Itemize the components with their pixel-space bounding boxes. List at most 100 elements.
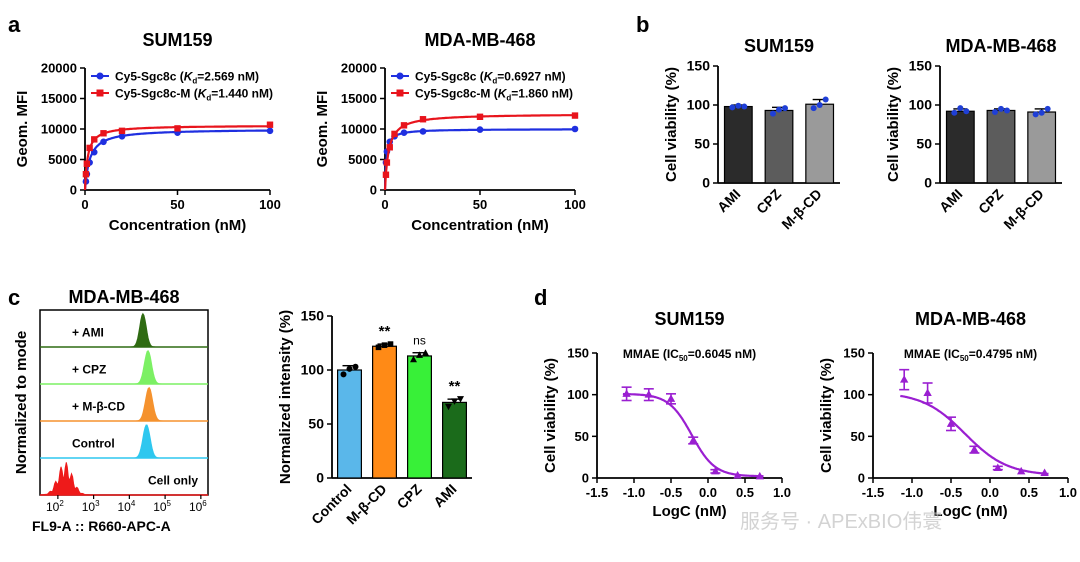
y-tick-label: 50 xyxy=(851,429,865,444)
y-tick-label: 10000 xyxy=(341,122,377,137)
legend-series-name: Cy5-Sgc8c-M xyxy=(115,87,190,101)
bar xyxy=(945,110,975,184)
data-point xyxy=(733,471,742,479)
y-tick-label: 0 xyxy=(370,183,377,198)
annotation-prefix: MMAE (IC xyxy=(623,347,679,361)
legend-kd-open: ( xyxy=(176,70,183,84)
y-axis-label: Cell viability (%) xyxy=(542,358,559,473)
y-axis-label: Cell viability (%) xyxy=(818,358,835,473)
legend-kd-open: ( xyxy=(490,87,497,101)
data-point xyxy=(900,375,909,383)
replicate-point xyxy=(810,105,817,112)
track-label: Cell only xyxy=(148,474,198,488)
data-point xyxy=(711,466,720,475)
annotation-suffix: =0.6045 nM) xyxy=(688,347,756,361)
x-tick-label: 0 xyxy=(381,197,388,212)
replicate-point xyxy=(735,102,742,109)
replicate-point xyxy=(992,109,998,116)
bar-chart-b2: 0 50 100 150 MDA-MB-468 Cell viability (%) AMI… xyxy=(885,36,1062,232)
bar xyxy=(1027,111,1057,184)
x-tick-label: 100 xyxy=(564,197,586,212)
y-axis-label: Geom. MFI xyxy=(314,91,331,168)
y-tick-label: 150 xyxy=(909,58,933,74)
annotation-prefix: MMAE (IC xyxy=(904,347,960,361)
y-tick-label: 50 xyxy=(308,416,324,432)
replicate-point xyxy=(816,102,823,108)
replicate-point xyxy=(352,363,359,370)
bar-chart-b1: 0 50 100 150 SUM159 Cell viability (%) AMI CPZM… xyxy=(663,36,840,232)
x-tick-label: 104 xyxy=(117,499,135,514)
legend-kd-sub: d xyxy=(492,77,497,86)
x-tick-label: 105 xyxy=(153,499,171,514)
bar xyxy=(764,109,794,184)
x-axis-label: FL9-A :: R660-APC-A xyxy=(32,518,171,534)
category-label: M-β-CD xyxy=(778,186,825,233)
legend-kd-close: ) xyxy=(569,87,573,101)
y-tick-label: 15000 xyxy=(341,91,377,106)
x-tick-label: -1.5 xyxy=(586,485,608,500)
data-point xyxy=(755,471,764,480)
legend-series-name: Cy5-Sgc8c xyxy=(115,70,177,84)
replicate-point xyxy=(445,403,452,411)
panel-label-a: a xyxy=(8,12,21,37)
legend-marker xyxy=(396,89,404,97)
y-tick-label: 0 xyxy=(70,183,77,198)
data-point xyxy=(689,436,698,444)
data-point xyxy=(266,127,274,135)
y-tick-label: 0 xyxy=(582,471,589,486)
legend-kd-eq: = xyxy=(211,87,218,101)
y-tick-label: 150 xyxy=(567,346,589,361)
y-tick-label: 100 xyxy=(843,387,865,402)
y-tick-label: 5000 xyxy=(348,152,377,167)
replicate-point xyxy=(416,351,423,358)
replicate-point xyxy=(381,342,388,348)
data-point xyxy=(386,144,393,151)
y-tick-label: 150 xyxy=(687,58,711,74)
category-label: CPZ xyxy=(394,480,425,511)
legend-kd-sub: d xyxy=(192,77,197,86)
legend-kd-close: ) xyxy=(562,70,566,84)
legend-kd-close: ) xyxy=(255,70,259,84)
data-point xyxy=(476,113,484,120)
data-point xyxy=(382,171,390,178)
replicate-point xyxy=(1032,111,1039,118)
legend-kd-eq: = xyxy=(511,87,518,101)
category-label: AMI xyxy=(714,186,743,215)
legend-kd-sub: d xyxy=(206,94,211,103)
panel-label-d: d xyxy=(534,285,547,310)
flow-histogram-chart: MDA-MB-468 + AMI + CPZ + M-β-CD Control Cell … xyxy=(13,287,209,534)
replicate-point xyxy=(451,398,458,405)
data-point xyxy=(91,136,98,143)
x-tick-label: 1.0 xyxy=(1059,485,1077,500)
y-axis-label: Normalized to mode xyxy=(13,331,30,474)
data-point xyxy=(400,122,408,129)
y-axis-label: Normalized intensity (%) xyxy=(277,310,294,484)
y-tick-label: 20000 xyxy=(341,61,377,76)
panel-label-c: c xyxy=(8,285,20,310)
y-axis-label: Cell viability (%) xyxy=(885,67,902,182)
chart-title: MDA-MB-468 xyxy=(424,30,535,50)
x-tick-label: 1.0 xyxy=(773,485,791,500)
track-label: Control xyxy=(72,437,115,451)
bar xyxy=(723,105,753,184)
y-tick-label: 50 xyxy=(694,136,710,152)
fit-curve-0 xyxy=(383,128,575,191)
replicate-point xyxy=(1044,105,1051,112)
replicate-point xyxy=(1004,107,1010,114)
chart-title: SUM159 xyxy=(142,30,212,50)
y-tick-label: 10000 xyxy=(41,122,77,137)
y-axis-label: Cell viability (%) xyxy=(663,67,680,182)
y-tick-label: 50 xyxy=(575,429,589,444)
data-point xyxy=(644,390,653,398)
y-tick-label: 0 xyxy=(316,470,324,486)
data-point xyxy=(118,127,126,135)
chart-title: SUM159 xyxy=(744,36,814,56)
category-label: CPZ xyxy=(753,185,784,216)
data-point xyxy=(571,112,579,119)
track-label: + AMI xyxy=(72,326,104,340)
category-label: CPZ xyxy=(975,185,1006,216)
data-point xyxy=(419,128,427,135)
data-point xyxy=(174,125,181,132)
